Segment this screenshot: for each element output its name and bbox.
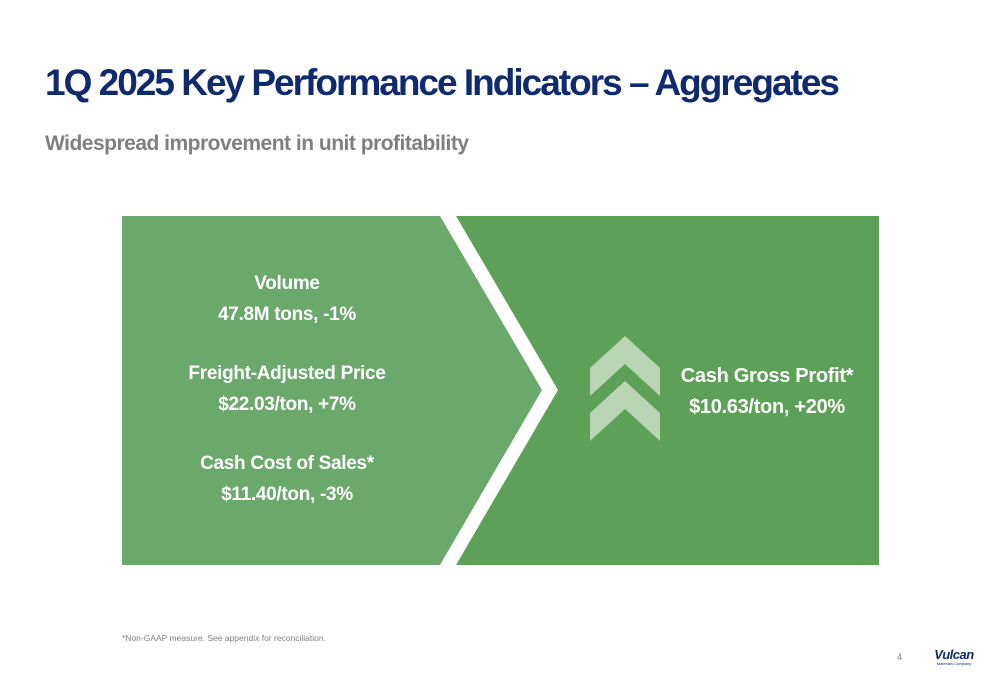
kpi-list: Volume 47.8M tons, -1% Freight-Adjusted …: [122, 268, 452, 538]
kpi-label: Cash Cost of Sales*: [200, 453, 374, 474]
left-arrow-shape: [122, 216, 542, 565]
result-value: $10.63/ton, +20%: [689, 396, 845, 418]
logo-tagline: Materials Company: [936, 661, 972, 666]
kpi-freight-adjusted-price: Freight-Adjusted Price $22.03/ton, +7%: [122, 358, 452, 420]
result-label: Cash Gross Profit*: [680, 365, 854, 387]
logo-wordmark: Vulcan: [934, 647, 974, 662]
double-chevron-up-icon: [590, 336, 660, 441]
kpi-panel: Volume 47.8M tons, -1% Freight-Adjusted …: [122, 216, 879, 565]
vulcan-logo: Vulcan Materials Company: [934, 648, 974, 666]
kpi-value: $22.03/ton, +7%: [218, 394, 356, 415]
kpi-value: 47.8M tons, -1%: [217, 304, 357, 325]
slide-subtitle: Widespread improvement in unit profitabi…: [45, 132, 469, 155]
right-panel-shape: [456, 216, 879, 565]
page-number: 4: [897, 652, 903, 662]
footnote: *Non-GAAP measure. See appendix for reco…: [122, 633, 326, 643]
kpi-panel-background: [122, 216, 879, 565]
kpi-label: Freight-Adjusted Price: [188, 363, 386, 384]
kpi-volume: Volume 47.8M tons, -1%: [122, 268, 452, 330]
kpi-label: Volume: [254, 273, 320, 294]
cash-gross-profit: Cash Gross Profit* $10.63/ton, +20%: [662, 361, 872, 423]
slide-title: 1Q 2025 Key Performance Indicators – Agg…: [45, 62, 840, 103]
kpi-value: $11.40/ton, -3%: [221, 484, 353, 505]
kpi-cash-cost-of-sales: Cash Cost of Sales* $11.40/ton, -3%: [122, 448, 452, 510]
